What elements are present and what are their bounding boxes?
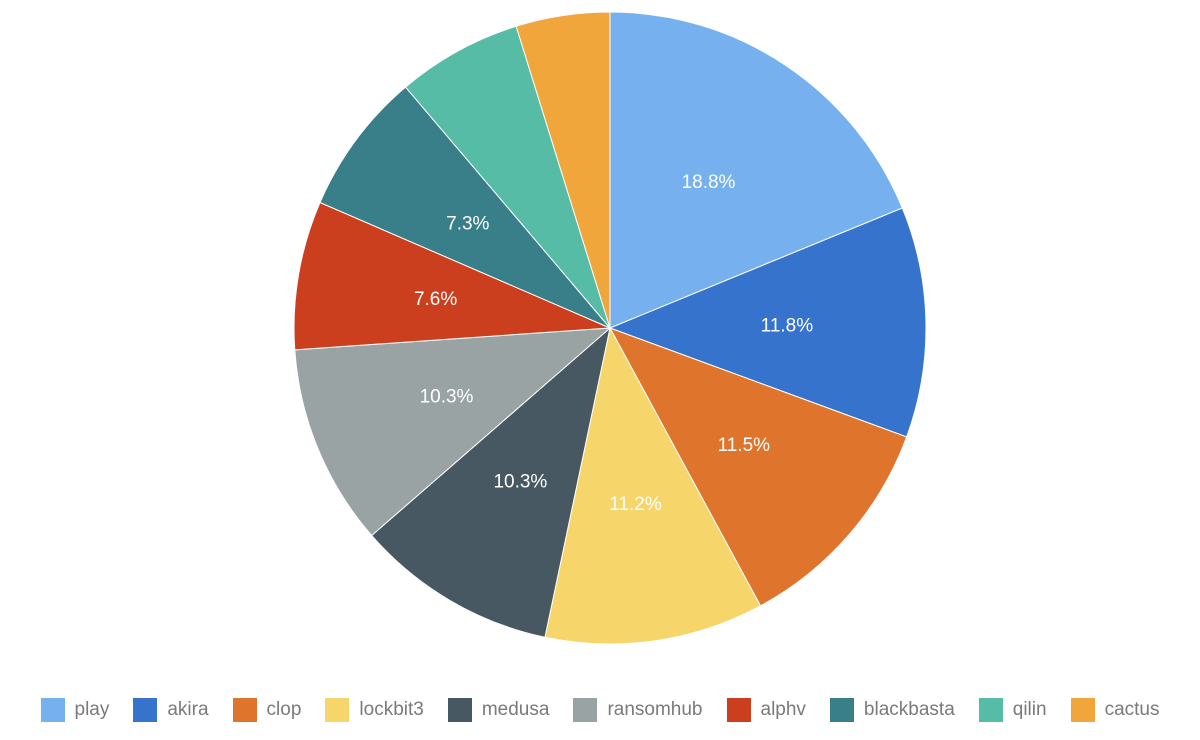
legend-item-qilin[interactable]: qilin [978, 698, 1047, 722]
legend-item-medusa[interactable]: medusa [447, 698, 550, 722]
slice-label-akira: 11.8% [761, 316, 814, 337]
legend-swatch [133, 698, 158, 722]
legend-item-cactus[interactable]: cactus [1070, 698, 1160, 722]
legend-label: lockbit3 [359, 699, 424, 720]
slice-label-alphv: 7.6% [414, 289, 457, 310]
pie-slice-qilin [404, 25, 611, 329]
pie-slice-medusa [370, 326, 611, 638]
pie-slice-blackbasta [319, 86, 611, 329]
pie-slice-ransomhub [294, 327, 612, 537]
legend-swatch [232, 698, 257, 722]
legend-swatch [1070, 698, 1095, 722]
chart-legend: play akira clop lockbit3 medusa ransomhub alph… [0, 692, 1200, 728]
pie-slice-alphv [293, 201, 611, 351]
legend-label: blackbasta [863, 699, 955, 720]
legend-swatch [573, 698, 598, 722]
legend-label: play [74, 699, 110, 720]
legend-item-play[interactable]: play [40, 698, 110, 722]
slice-label-clop: 11.5% [718, 435, 771, 456]
legend-label: qilin [1012, 699, 1047, 720]
legend-item-alphv[interactable]: alphv [726, 698, 806, 722]
pie-slice-play [609, 11, 903, 329]
slice-label-ransomhub: 10.3% [420, 387, 474, 408]
slice-label-medusa: 10.3% [493, 472, 547, 493]
legend-swatch [447, 698, 472, 722]
legend-label: alphv [760, 699, 806, 720]
legend-label: clop [266, 699, 302, 720]
pie-chart-plot: 18.8% 11.8% 11.5% 11.2% 10.3% 10.3% 7.6% 7.3% [293, 11, 927, 645]
legend-item-ransomhub[interactable]: ransomhub [573, 698, 703, 722]
slice-label-lockbit3: 11.2% [609, 494, 662, 515]
legend-label: medusa [481, 699, 550, 720]
legend-swatch [40, 698, 65, 722]
slice-label-play: 18.8% [682, 172, 736, 193]
legend-swatch [325, 698, 350, 722]
pie-slice-clop [608, 327, 908, 607]
legend-swatch [726, 698, 751, 722]
legend-item-akira[interactable]: akira [133, 698, 209, 722]
legend-item-blackbasta[interactable]: blackbasta [829, 698, 955, 722]
legend-swatch [829, 698, 854, 722]
legend-item-clop[interactable]: clop [232, 698, 302, 722]
pie-slice-cactus [515, 11, 611, 329]
slice-label-blackbasta: 7.3% [446, 214, 489, 235]
legend-label: cactus [1104, 699, 1160, 720]
pie-slice-akira [608, 207, 927, 438]
legend-label: akira [167, 699, 209, 720]
legend-swatch [978, 698, 1003, 722]
pie-slice-lockbit3 [544, 326, 762, 645]
legend-label: ransomhub [607, 699, 703, 720]
legend-item-lockbit3[interactable]: lockbit3 [325, 698, 424, 722]
